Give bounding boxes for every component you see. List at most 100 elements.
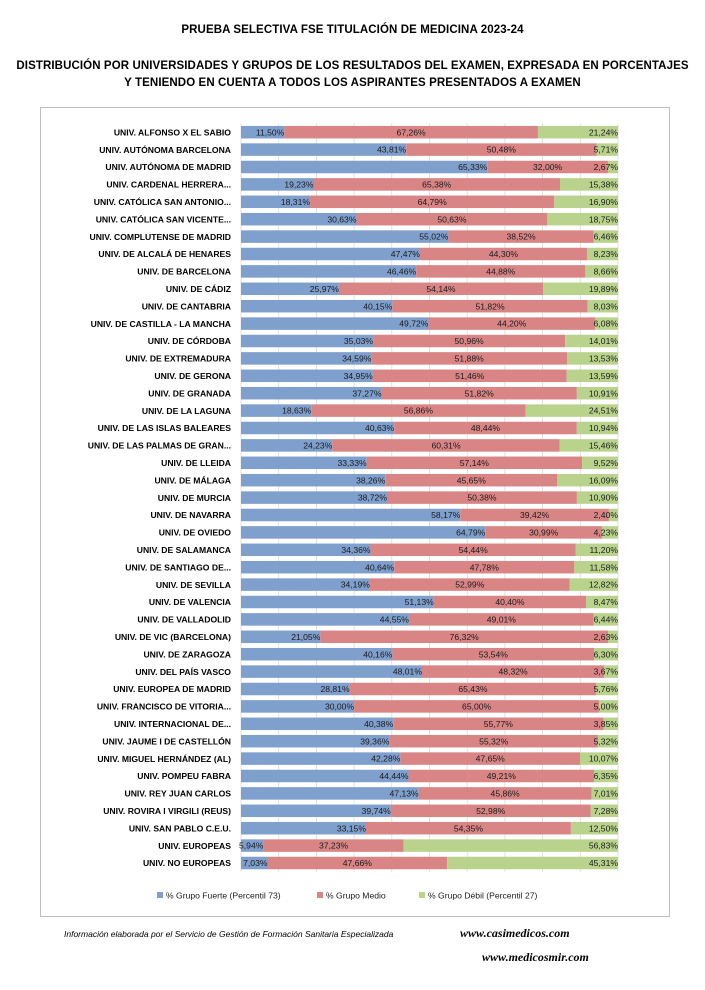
data-label: 39,74% xyxy=(362,806,392,816)
bar-segment xyxy=(241,734,390,748)
bar-segment xyxy=(241,613,409,626)
data-label: 43,81% xyxy=(377,145,407,155)
category-label: UNIV. EUROPEAS xyxy=(158,841,231,851)
category-label: UNIV. ALFONSO X EL SABIO xyxy=(114,127,231,137)
data-label: 44,20% xyxy=(497,319,527,329)
data-label: 33,15% xyxy=(337,823,367,833)
bar-segment xyxy=(393,717,604,731)
legend-label: % Grupo Fuerte (Percentil 73) xyxy=(166,891,281,901)
category-label: UNIV. DE LA LAGUNA xyxy=(142,406,231,416)
bar-segment xyxy=(386,491,577,504)
chart-frame xyxy=(40,107,670,917)
data-label: 76,32% xyxy=(450,632,480,642)
bar-segment xyxy=(559,178,618,191)
bar-segment xyxy=(400,752,581,765)
data-label: 10,07% xyxy=(589,754,619,764)
bar-segment xyxy=(241,665,422,678)
bar-segment xyxy=(593,613,618,626)
data-label: 5,94% xyxy=(239,841,264,851)
category-label: UNIV. FRANCISCO DE VITORIA... xyxy=(97,702,231,712)
bar-segment xyxy=(366,456,583,470)
category-label: UNIV. DE SEVILLA xyxy=(156,580,231,590)
bar-segment xyxy=(428,317,596,330)
data-label: 8,66% xyxy=(594,267,619,277)
data-label: 10,94% xyxy=(589,423,619,433)
data-label: 11,50% xyxy=(256,127,285,137)
category-label: UNIV. DE MURCIA xyxy=(158,493,231,503)
data-label: 5,00% xyxy=(594,702,619,712)
bar-segment xyxy=(537,125,618,139)
source-url-casimedicos[interactable]: www.casimedicos.com xyxy=(460,926,570,940)
bar-segment xyxy=(241,143,407,156)
bar-segment xyxy=(241,821,366,835)
bar-segment xyxy=(241,421,395,435)
bar-segment xyxy=(241,439,333,452)
data-label: 38,52% xyxy=(506,232,536,242)
data-label: 34,95% xyxy=(344,371,374,381)
bar-segment xyxy=(607,160,618,174)
category-label: UNIV. DE SALAMANCA xyxy=(137,545,231,555)
data-label: 60,31% xyxy=(431,441,461,451)
data-label: 11,20% xyxy=(589,545,618,555)
source-url-medicosmir[interactable]: www.medicosmir.com xyxy=(482,950,589,964)
category-label: UNIV. MIGUEL HERNÁNDEZ (AL) xyxy=(97,754,231,764)
bar-segment xyxy=(241,578,370,591)
data-label: 47,13% xyxy=(390,789,420,799)
bar-segment xyxy=(597,734,618,748)
bar-segment xyxy=(566,352,618,365)
bar-segment xyxy=(284,125,538,139)
category-label: UNIV. ROVIRA I VIRGILI (REUS) xyxy=(103,806,231,816)
data-label: 19,89% xyxy=(589,284,619,294)
bar-segment xyxy=(373,334,566,348)
category-label: UNIV. DE GRANADA xyxy=(148,388,231,398)
bar-segment xyxy=(594,769,618,783)
bar-segment xyxy=(241,230,449,243)
data-label: 64,79% xyxy=(456,528,486,538)
category-label: UNIV. DE NAVARRA xyxy=(150,510,231,520)
bar-segment xyxy=(241,491,387,504)
data-label: 24,23% xyxy=(303,441,333,451)
bar-segment xyxy=(263,839,404,852)
category-label: UNIV. NO EUROPEAS xyxy=(143,858,231,868)
bar-segment xyxy=(566,369,618,383)
bar-segment xyxy=(419,247,587,261)
bar-segment xyxy=(311,404,526,417)
data-label: 6,46% xyxy=(594,232,619,242)
bar-segment xyxy=(241,839,264,852)
bar-segment xyxy=(569,578,618,591)
bar-segment xyxy=(608,508,618,522)
data-label: 33,33% xyxy=(337,458,367,468)
bar-segment xyxy=(369,578,570,591)
category-label: UNIV. DE LAS ISLAS BALEARES xyxy=(98,423,232,433)
data-label: 39,36% xyxy=(360,736,390,746)
data-label: 18,63% xyxy=(282,406,312,416)
data-label: 15,46% xyxy=(589,441,619,451)
data-label: 16,09% xyxy=(589,475,619,485)
bar-segment xyxy=(547,212,619,226)
page-title: PRUEBA SELECTIVA FSE TITULACIÓN DE MEDIC… xyxy=(181,24,524,36)
data-label: 21,24% xyxy=(589,127,619,137)
data-label: 64,79% xyxy=(418,197,448,207)
data-label: 40,63% xyxy=(365,423,395,433)
bar-segment xyxy=(460,508,609,522)
category-label: UNIV. DE ALCALÁ DE HENARES xyxy=(98,249,231,259)
data-label: 15,38% xyxy=(589,180,619,190)
bar-segment xyxy=(586,595,618,609)
data-label: 34,59% xyxy=(342,354,372,364)
bar-segment xyxy=(591,787,618,800)
bar-segment xyxy=(448,230,594,243)
category-label: UNIV. DE VIC (BARCELONA) xyxy=(115,632,231,642)
category-label: UNIV. DE ZARAGOZA xyxy=(143,649,231,659)
category-label: UNIV. CATÓLICA SAN VICENTE... xyxy=(96,213,231,224)
data-label: 8,03% xyxy=(594,301,619,311)
category-label: UNIV. CATÓLICA SAN ANTONIO... xyxy=(94,196,231,207)
data-label: 25,97% xyxy=(310,284,340,294)
data-label: 10,91% xyxy=(589,388,619,398)
category-label: UNIV. DE OVIEDO xyxy=(159,528,232,538)
category-label: UNIV. CARDENAL HERRERA... xyxy=(106,180,231,190)
data-label: 50,38% xyxy=(467,493,497,503)
data-label: 6,44% xyxy=(594,615,619,625)
data-label: 12,50% xyxy=(589,823,619,833)
bar-segment xyxy=(313,178,560,191)
data-label: 47,78% xyxy=(470,562,500,572)
